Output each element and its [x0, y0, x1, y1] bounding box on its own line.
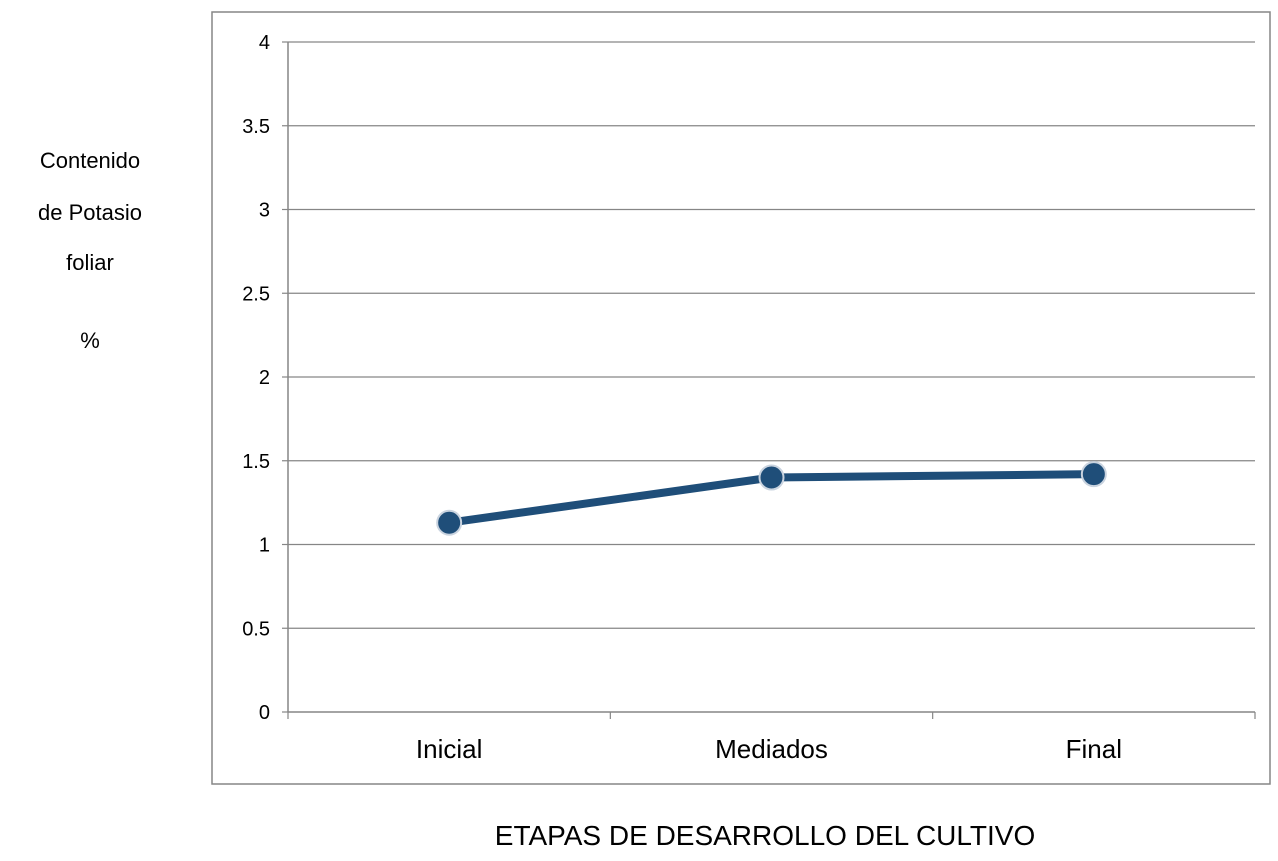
- y-tick-label: 2.5: [242, 283, 270, 305]
- chart-frame: [211, 11, 1271, 785]
- data-point: [1080, 461, 1107, 488]
- x-tick-marks: [287, 712, 1256, 719]
- y-tick-label: 3: [259, 200, 270, 222]
- y-axis-label-line-1: Contenido: [39, 148, 141, 173]
- y-tick-label: 1.5: [242, 451, 270, 473]
- data-point: [436, 509, 463, 536]
- y-tick-label: 1: [259, 535, 270, 557]
- x-axis-label: ETAPAS DE DESARROLLO DEL CULTIVO: [494, 820, 1036, 851]
- x-category-label: Mediados: [715, 734, 828, 764]
- data-point: [758, 464, 785, 491]
- x-category-label: Final: [1066, 734, 1122, 764]
- x-category-label: Inicial: [416, 734, 482, 764]
- y-tick-label: 4: [259, 32, 270, 54]
- x-category-labels: Inicial Mediados Final: [416, 734, 1122, 764]
- y-tick-label: 0: [259, 702, 270, 724]
- y-axis-label-line-2: de Potasio: [38, 200, 142, 225]
- series-points: [436, 461, 1107, 536]
- gridlines: [282, 41, 1255, 713]
- y-axis-label-line-4: %: [80, 328, 100, 353]
- y-tick-labels: 0 0.5 1 1.5 2 2.5 3 3.5 4: [242, 32, 270, 724]
- y-tick-label: 0.5: [242, 618, 270, 640]
- y-axis-label-line-3: foliar: [66, 250, 114, 275]
- y-tick-label: 3.5: [242, 116, 270, 138]
- axes: [287, 42, 1255, 713]
- y-tick-label: 2: [259, 367, 270, 389]
